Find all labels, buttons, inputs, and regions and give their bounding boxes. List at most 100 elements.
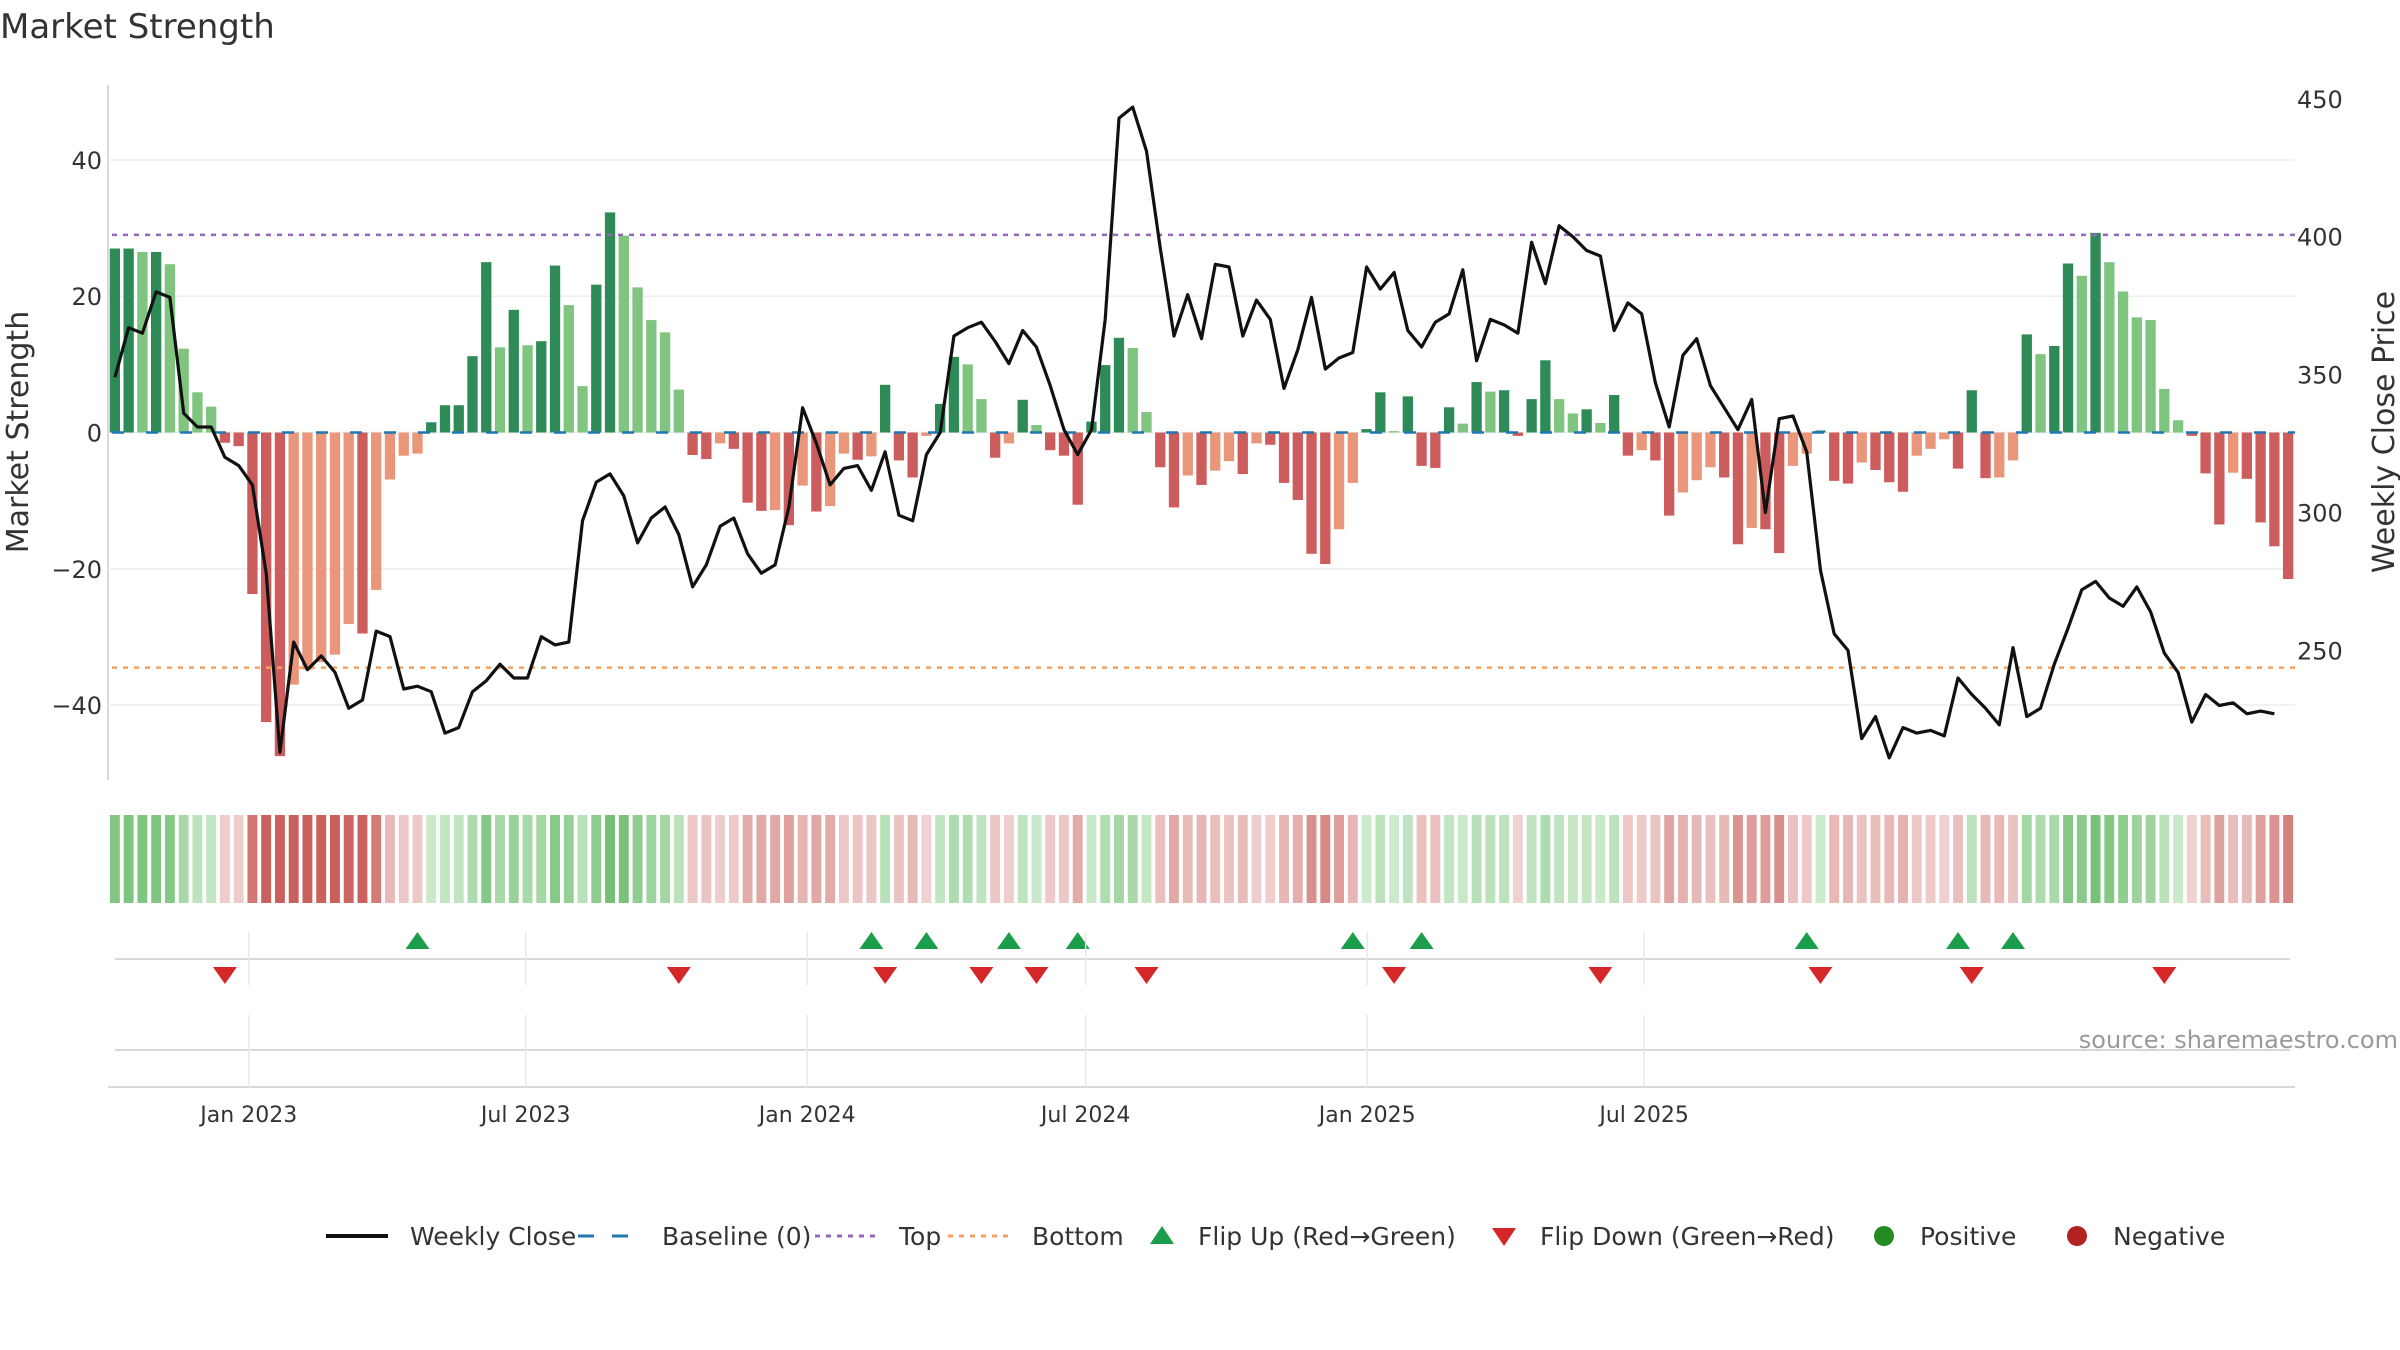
strength-bar xyxy=(522,345,533,433)
reference-lines xyxy=(112,233,2295,669)
flip-down-marker xyxy=(1024,967,1049,984)
heat-cell xyxy=(1471,815,1482,903)
strength-bar xyxy=(797,432,808,486)
strength-bar xyxy=(866,432,877,457)
strength-bar xyxy=(1196,432,1207,485)
flip-down-marker xyxy=(1808,967,1833,984)
heat-cell xyxy=(591,815,602,903)
legend-label: Baseline (0) xyxy=(662,1222,811,1251)
strength-bar xyxy=(893,432,905,461)
strength-bar xyxy=(302,432,313,670)
strength-bar xyxy=(907,432,918,478)
strength-bar xyxy=(1870,432,1881,470)
heat-cell xyxy=(1127,815,1138,903)
strength-bar xyxy=(1072,432,1083,505)
strength-bar xyxy=(1031,425,1042,433)
right-tick-label: 400 xyxy=(2297,224,2343,252)
flip-down-marker xyxy=(1959,967,1984,984)
strength-bar xyxy=(838,432,850,454)
heat-cell xyxy=(1994,815,2005,903)
heat-cell xyxy=(1911,815,1922,903)
strength-bar xyxy=(2090,232,2101,433)
strength-bar xyxy=(811,432,822,512)
strength-bar xyxy=(109,248,121,433)
strength-bar xyxy=(233,432,244,447)
strength-bar xyxy=(1182,432,1193,476)
strength-bar xyxy=(398,432,409,456)
heat-cell xyxy=(893,815,904,903)
strength-bar xyxy=(1333,432,1345,530)
heat-cell xyxy=(233,815,244,903)
flip-down-marker xyxy=(1382,967,1407,984)
strength-bar xyxy=(1388,431,1400,433)
heat-cell xyxy=(2241,815,2252,903)
heat-cell xyxy=(1457,815,1468,903)
strength-bar xyxy=(1498,390,1510,433)
strength-bar xyxy=(1966,390,1977,433)
strength-bar xyxy=(714,432,726,444)
flip-up-marker xyxy=(405,932,430,949)
heat-cell xyxy=(1801,815,1812,903)
heat-cell xyxy=(2035,815,2046,903)
heat-cell xyxy=(2255,815,2266,903)
strength-bar xyxy=(1265,432,1276,445)
heat-cell xyxy=(770,815,781,903)
strength-bar xyxy=(1141,412,1152,433)
strength-bar xyxy=(164,264,176,433)
strength-bar xyxy=(1719,432,1730,478)
strength-bar xyxy=(1237,432,1248,475)
strength-bar xyxy=(1003,432,1015,444)
strength-bar xyxy=(1746,432,1757,528)
heat-cell xyxy=(1595,815,1606,903)
strength-bar xyxy=(1911,432,1922,456)
strength-bar xyxy=(1017,399,1028,433)
strength-bar xyxy=(1320,432,1331,565)
strength-bar xyxy=(1045,432,1056,451)
strength-bar xyxy=(962,364,973,433)
strength-bar xyxy=(728,432,739,449)
heat-cell xyxy=(1581,815,1592,903)
strength-bar xyxy=(1567,413,1579,433)
heat-cell xyxy=(1306,815,1317,903)
heat-cell xyxy=(522,815,533,903)
strength-bar xyxy=(921,432,932,436)
flip-down-marker xyxy=(666,967,691,984)
heat-cell xyxy=(1389,815,1400,903)
heat-cell xyxy=(2021,815,2032,903)
heat-cell xyxy=(1086,815,1097,903)
strength-bar xyxy=(2117,291,2129,433)
strength-bar xyxy=(1608,395,1620,433)
heat-cell xyxy=(1292,815,1303,903)
legend-triangle-up-swatch xyxy=(1150,1226,1174,1244)
flip-markers-panel xyxy=(115,932,2290,984)
date-tick-label: Jul 2023 xyxy=(479,1103,571,1128)
heat-cell xyxy=(1719,815,1730,903)
strength-bar xyxy=(1595,422,1606,433)
heat-cell xyxy=(178,815,189,903)
heat-cell xyxy=(880,815,891,903)
heat-cell xyxy=(2145,815,2156,903)
right-tick-label: 250 xyxy=(2297,637,2343,665)
heat-cell xyxy=(1540,815,1551,903)
heat-cell xyxy=(1677,815,1688,903)
left-axis-title: Market Strength xyxy=(1,311,36,553)
heat-cell xyxy=(1017,815,1028,903)
strength-bar xyxy=(1127,348,1138,433)
heat-cell xyxy=(1003,815,1014,903)
heat-cell xyxy=(2186,815,2197,903)
right-tick-label: 300 xyxy=(2297,499,2343,527)
legend-label: Top xyxy=(898,1222,941,1251)
strength-bar xyxy=(1650,432,1661,461)
heat-cell xyxy=(2200,815,2211,903)
heat-cell xyxy=(962,815,973,903)
heat-cell xyxy=(1072,815,1083,903)
strength-bar xyxy=(467,356,478,433)
chart-title: Market Strength xyxy=(0,7,275,47)
heat-cell xyxy=(2269,815,2280,903)
heat-cell xyxy=(2008,815,2018,903)
strength-bar xyxy=(673,389,684,433)
weekly-close-polyline xyxy=(113,105,2275,760)
strength-bar xyxy=(1622,432,1634,456)
heat-cell xyxy=(481,815,492,903)
heat-cell xyxy=(1939,815,1950,903)
